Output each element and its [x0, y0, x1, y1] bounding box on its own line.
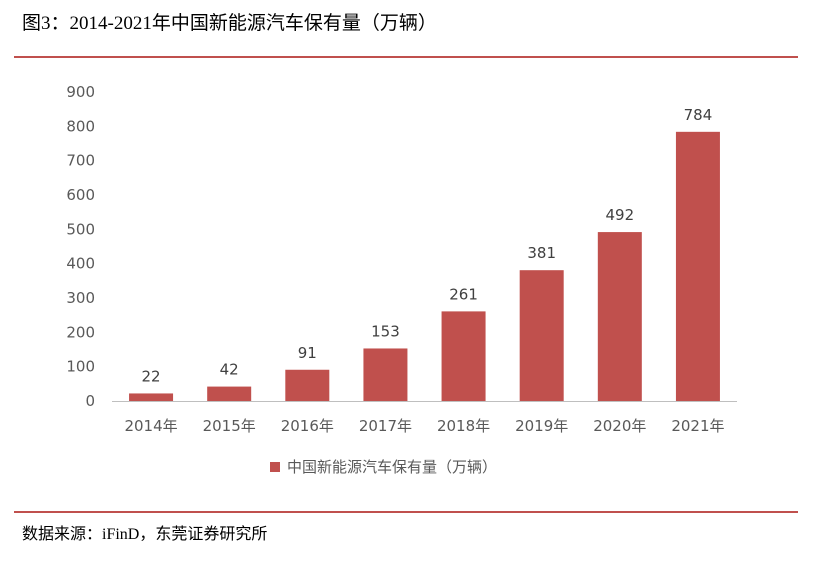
- x-tick-label: 2015年: [203, 417, 256, 435]
- legend-label: 中国新能源汽车保有量（万辆）: [287, 458, 498, 476]
- y-tick-label: 400: [66, 255, 95, 273]
- bar-series: [129, 131, 720, 401]
- x-tick-label: 2020年: [593, 417, 646, 435]
- data-label: 91: [298, 344, 317, 362]
- y-tick-label: 900: [66, 83, 95, 101]
- y-tick-label: 200: [66, 323, 95, 341]
- x-tick-label: 2017年: [359, 417, 412, 435]
- legend-swatch: [270, 461, 280, 472]
- y-tick-label: 100: [66, 358, 95, 376]
- y-tick-label: 600: [66, 186, 95, 204]
- x-tick-label: 2016年: [281, 417, 334, 435]
- data-label: 22: [142, 367, 161, 385]
- data-labels: 22 42 91 153 261 381 492 784: [142, 106, 713, 386]
- bar-2016年: [285, 369, 330, 401]
- bar-2021年: [675, 131, 720, 401]
- bottom-divider: [14, 511, 798, 513]
- source-note: 数据来源：iFinD，东莞证券研究所: [22, 526, 268, 543]
- data-label: 153: [371, 322, 400, 340]
- bar-2014年: [129, 393, 174, 401]
- y-tick-label: 800: [66, 117, 95, 135]
- bar-2019年: [519, 270, 564, 401]
- bar-2018年: [441, 311, 486, 401]
- data-label: 261: [449, 285, 478, 303]
- data-label: 492: [605, 206, 634, 224]
- x-tick-label: 2019年: [515, 417, 568, 435]
- x-tick-label: 2018年: [437, 417, 490, 435]
- bar-2017年: [363, 348, 408, 401]
- y-tick-label: 500: [66, 220, 95, 238]
- y-axis-ticks: 0 100 200 300 400 500 600 700 800 900: [66, 83, 95, 410]
- y-tick-label: 0: [85, 392, 95, 410]
- bar-2020年: [597, 232, 642, 401]
- data-label: 42: [220, 361, 239, 379]
- top-divider: [14, 56, 798, 58]
- figure-title: 图3：2014-2021年中国新能源汽车保有量（万辆）: [22, 13, 437, 34]
- bar-2015年: [207, 386, 252, 401]
- data-label: 381: [527, 244, 556, 262]
- y-tick-label: 700: [66, 152, 95, 170]
- chart-legend: 中国新能源汽车保有量（万辆）: [270, 456, 497, 477]
- x-tick-label: 2021年: [671, 417, 724, 435]
- y-tick-label: 300: [66, 289, 95, 307]
- x-tick-label: 2014年: [124, 417, 177, 435]
- data-label: 784: [684, 106, 713, 124]
- x-axis-ticks: 2014年 2015年 2016年 2017年 2018年 2019年 2020年 2021年: [124, 417, 724, 435]
